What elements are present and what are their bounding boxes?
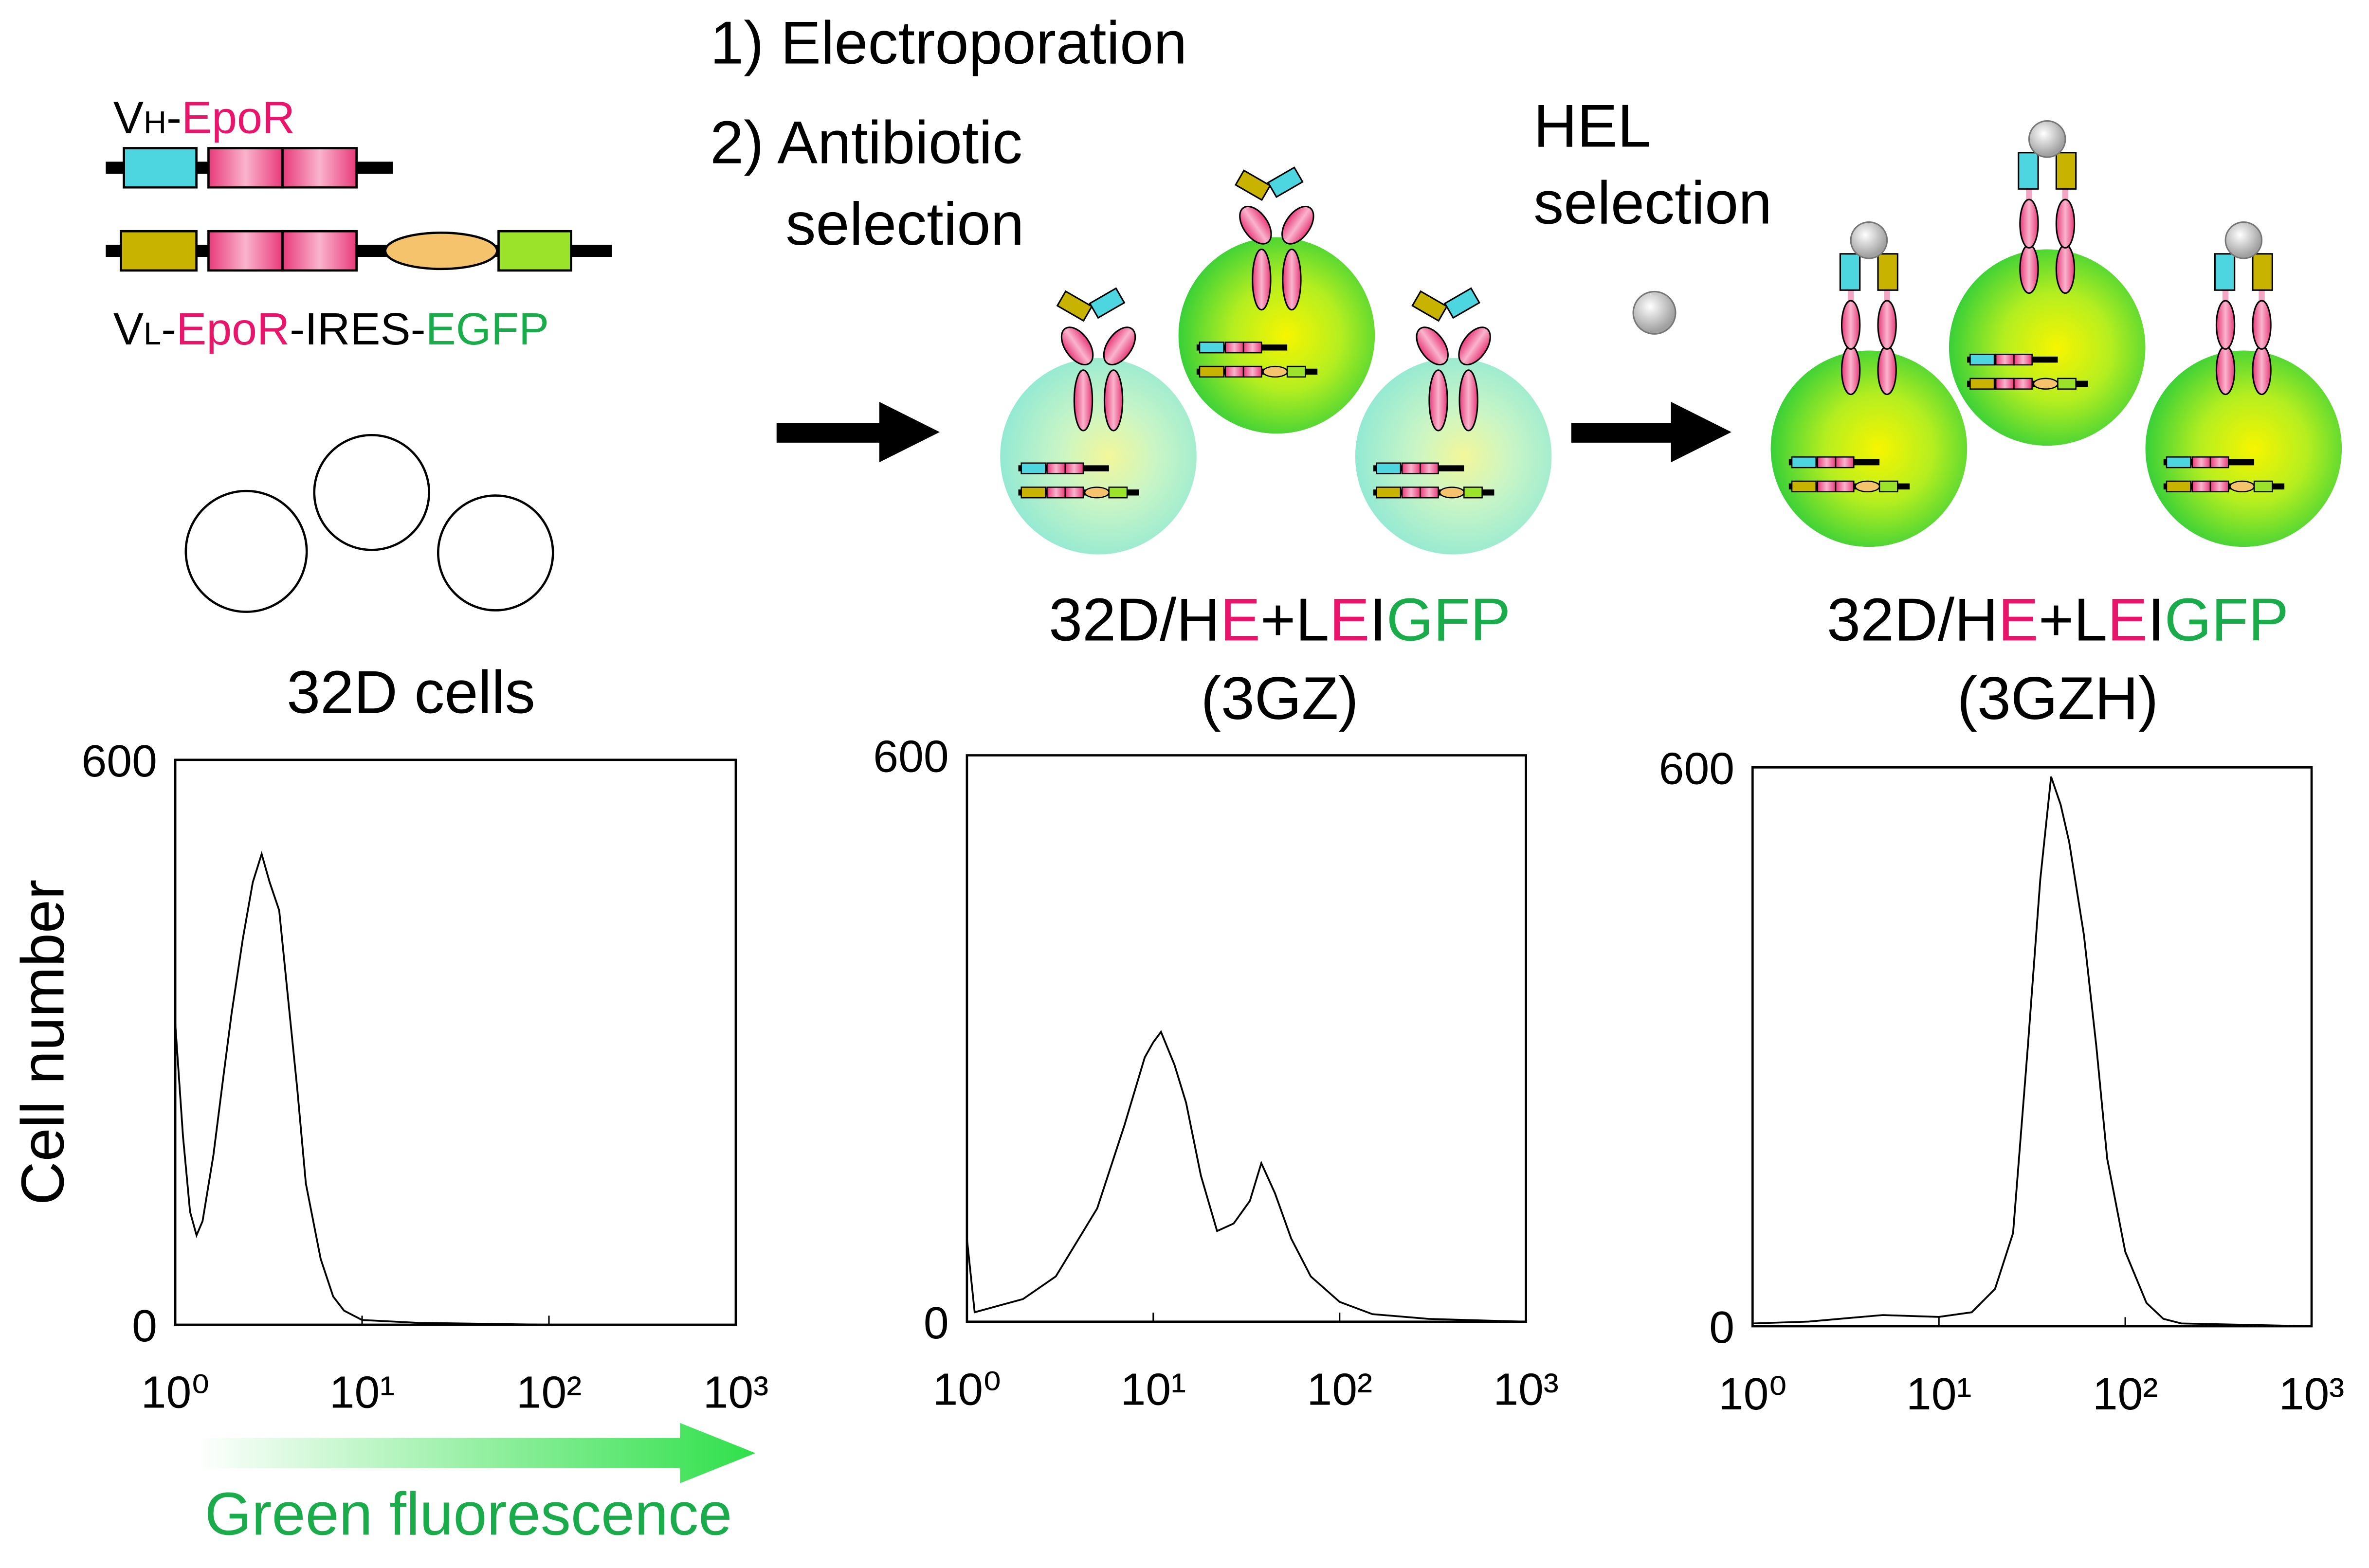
label-part: EpoR bbox=[176, 304, 290, 354]
label-part: E bbox=[1329, 587, 1369, 654]
plot-frame bbox=[966, 754, 1527, 1323]
label-part: -IRES- bbox=[290, 304, 425, 354]
y-tick-label: 600 bbox=[1659, 743, 1734, 794]
vl-construct bbox=[106, 230, 612, 272]
label-part: E bbox=[1220, 587, 1260, 654]
plot-frame bbox=[174, 758, 737, 1326]
cells-3gz bbox=[1000, 166, 1552, 555]
label-part: +L bbox=[2039, 587, 2108, 654]
x-tick-label: 10³ bbox=[703, 1367, 769, 1418]
cell-line-code: (3GZ) bbox=[1201, 665, 1358, 732]
label-part: V bbox=[113, 92, 144, 143]
x-tick-label: 10¹ bbox=[329, 1367, 395, 1418]
label-part: E bbox=[1998, 587, 2039, 654]
x-tick-label: 10⁰ bbox=[1718, 1369, 1787, 1419]
x-tick-label: 10² bbox=[1307, 1364, 1372, 1414]
vl-label: VL-EpoR-IRES-EGFP bbox=[113, 304, 549, 354]
step-text: 2) Antibiotic bbox=[710, 109, 1022, 177]
label-part: - bbox=[166, 92, 182, 143]
y-tick-label: 0 bbox=[1709, 1302, 1734, 1352]
arrow bbox=[776, 402, 1731, 463]
label-part: - bbox=[161, 304, 176, 354]
label-part: I bbox=[2148, 587, 2165, 654]
vh-construct bbox=[106, 147, 393, 189]
label-part: GFP bbox=[2165, 587, 2289, 654]
label-part: H bbox=[144, 104, 166, 140]
step-text: 1) Electroporation bbox=[710, 10, 1187, 77]
label-part: V bbox=[113, 304, 144, 354]
label-part: 32D/H bbox=[1827, 587, 1998, 654]
cells-3gzh bbox=[1770, 121, 2342, 547]
x-tick-label: 10³ bbox=[1493, 1364, 1559, 1414]
parental-label: 32D cells bbox=[287, 659, 535, 726]
x-tick-label: 10² bbox=[516, 1367, 582, 1418]
vh-label: VH-EpoR bbox=[113, 92, 295, 143]
x-tick-label: 10³ bbox=[2279, 1369, 2345, 1419]
hel-antigen bbox=[1632, 290, 1677, 335]
cell-line-code: (3GZH) bbox=[1957, 665, 2159, 732]
histograms: 0 600 10⁰ 10¹ 10² 10³ 0 600 10⁰ 10¹ 10² 10³ 0 600 10⁰ 1… bbox=[81, 731, 2344, 1419]
label-part: EpoR bbox=[182, 92, 295, 143]
label-part: GFP bbox=[1386, 587, 1511, 654]
parental-cells bbox=[184, 434, 554, 613]
fluorescence-arrow bbox=[196, 1423, 756, 1483]
label-part: 32D/H bbox=[1049, 587, 1220, 654]
y-tick-label: 600 bbox=[873, 731, 948, 782]
x-tick-label: 10¹ bbox=[1906, 1369, 1972, 1419]
histogram-line bbox=[174, 850, 736, 1326]
y-tick-label: 600 bbox=[81, 736, 157, 786]
x-tick-label: 10¹ bbox=[1121, 1364, 1186, 1414]
hel-text: HEL bbox=[1533, 92, 1651, 160]
plot-frame bbox=[1751, 766, 2313, 1328]
x-tick-label: 10² bbox=[2093, 1369, 2158, 1419]
cell-line-name: 32D/HE+LEIGFP bbox=[1827, 587, 2289, 654]
y-axis-label: Cell number bbox=[9, 880, 76, 1205]
histogram-line bbox=[1752, 776, 2312, 1327]
step-text: selection bbox=[785, 191, 1024, 258]
label-part: EGFP bbox=[426, 304, 549, 354]
histogram-line bbox=[966, 1030, 1526, 1323]
x-tick-label: 10⁰ bbox=[141, 1367, 210, 1418]
label-part: +L bbox=[1260, 587, 1330, 654]
y-tick-label: 0 bbox=[132, 1300, 157, 1351]
label-part: I bbox=[1369, 587, 1386, 654]
hel-text: selection bbox=[1533, 170, 1772, 237]
label-part: L bbox=[144, 316, 161, 351]
label-part: E bbox=[2107, 587, 2148, 654]
cell-line-name: 32D/HE+LEIGFP bbox=[1049, 587, 1511, 654]
x-axis-label: Green fluorescence bbox=[205, 1480, 732, 1548]
y-tick-label: 0 bbox=[924, 1298, 949, 1348]
x-tick-label: 10⁰ bbox=[932, 1364, 1001, 1414]
